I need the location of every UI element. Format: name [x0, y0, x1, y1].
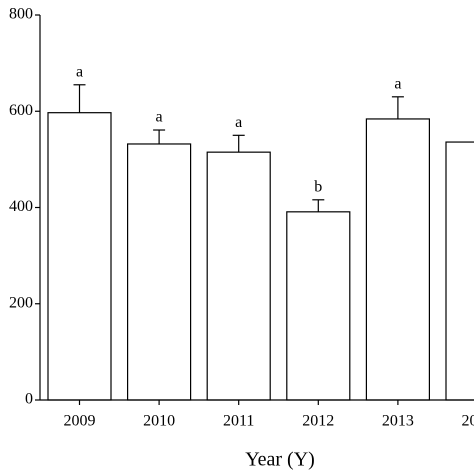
- y-tick-label: 0: [25, 391, 33, 408]
- x-tick-label: 2010: [143, 413, 175, 430]
- y-tick-label: 600: [9, 102, 33, 119]
- significance-letter: b: [314, 178, 322, 195]
- x-tick-label: 2012: [302, 413, 334, 430]
- bar: [126, 143, 192, 401]
- y-tick-label: 200: [9, 294, 33, 311]
- bar: [47, 112, 112, 401]
- x-tick-label: 2009: [64, 413, 96, 430]
- significance-letter: a: [235, 114, 242, 131]
- y-tick-label: 400: [9, 198, 33, 215]
- bar: [206, 151, 271, 401]
- bar: [445, 141, 474, 401]
- y-tick-label: 800: [9, 6, 33, 23]
- bar: [365, 118, 430, 401]
- x-axis-label: Year (Y): [245, 449, 315, 471]
- bar: [286, 211, 351, 401]
- x-tick-label: 2014: [462, 413, 474, 430]
- significance-letter: a: [76, 63, 83, 80]
- significance-letter: a: [394, 75, 401, 92]
- x-tick-label: 2013: [382, 413, 414, 430]
- x-tick-label: 2011: [223, 413, 254, 430]
- significance-letter: a: [156, 109, 163, 126]
